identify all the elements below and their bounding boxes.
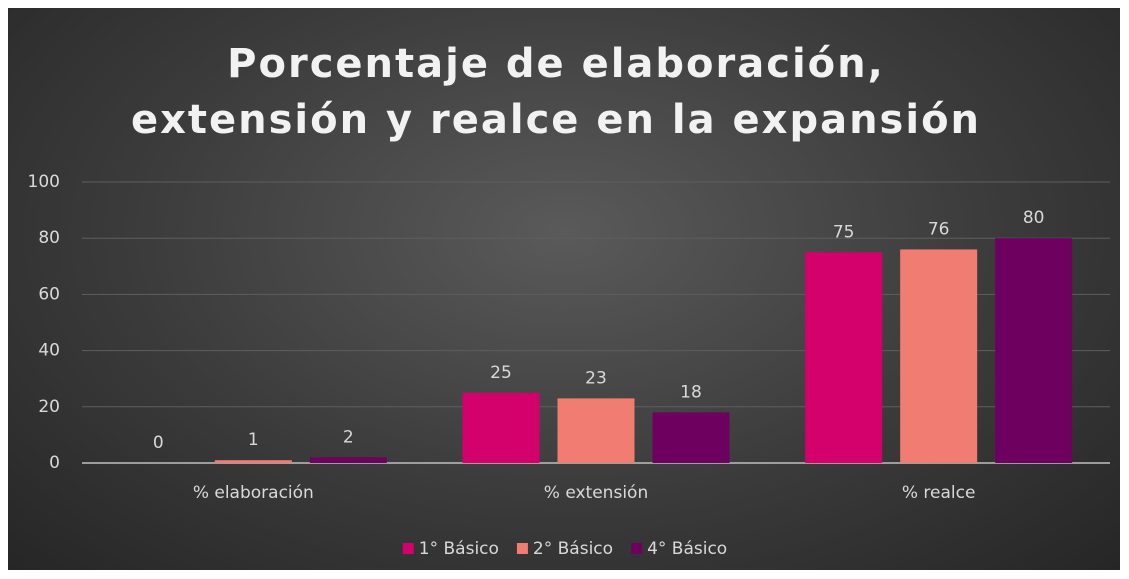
data-label: 80	[1023, 208, 1045, 228]
legend-swatch	[631, 543, 643, 554]
x-tick-label: % extensión	[544, 483, 648, 503]
bar	[805, 252, 883, 463]
bar	[214, 460, 292, 463]
bar	[462, 392, 540, 463]
y-tick-label: 0	[49, 453, 60, 473]
data-label: 25	[490, 363, 512, 383]
legend-label: 1° Básico	[419, 539, 499, 559]
y-tick-label: 60	[38, 284, 60, 304]
y-tick-label: 40	[38, 341, 60, 361]
legend-label: 4° Básico	[647, 539, 727, 559]
bar	[900, 249, 978, 463]
data-label: 2	[343, 427, 354, 447]
legend-label: 2° Básico	[533, 539, 613, 559]
bar	[652, 412, 730, 463]
y-tick-label: 20	[38, 397, 60, 417]
x-tick-label: % realce	[902, 483, 976, 503]
legend-swatch	[516, 543, 528, 554]
data-label: 1	[248, 430, 259, 450]
bar	[995, 238, 1073, 463]
legend-swatch	[402, 543, 414, 554]
data-label: 76	[928, 219, 950, 239]
y-tick-label: 80	[38, 228, 60, 248]
data-label: 0	[153, 433, 164, 453]
data-label: 18	[680, 382, 702, 402]
data-label: 23	[585, 368, 607, 388]
data-label: 75	[833, 222, 855, 242]
bar	[557, 398, 635, 463]
bar	[309, 457, 387, 463]
y-tick-label: 100	[28, 172, 60, 192]
chart-title: Porcentaje de elaboración, extensión y r…	[130, 41, 982, 143]
x-tick-label: % elaboración	[193, 483, 314, 503]
